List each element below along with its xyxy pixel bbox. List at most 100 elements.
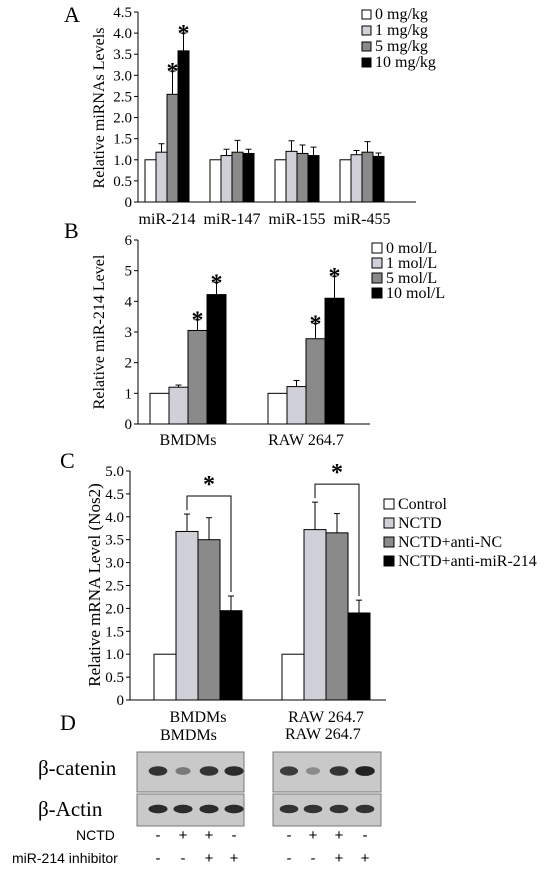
bar-bmdms-10-mol-l: [206, 294, 227, 425]
treatment-sign-mir-214-inhibitor: +: [205, 850, 214, 867]
chart-panel-c: 0 0.5 1.0 1.5 2.0 2.5 3.0 3.5 4.0 4.5 5.0Relative …: [85, 460, 537, 726]
blot-band: [224, 804, 244, 814]
bar-mir-155-10-mg-kg: [307, 155, 320, 203]
y-tick-label: 0: [125, 195, 133, 211]
legend-swatch-10-mg-kg: [361, 57, 372, 68]
y-tick-label: 2.5: [105, 579, 124, 595]
treatment-sign-nctd: -: [363, 827, 368, 844]
y-tick-label: 3.5: [113, 47, 132, 63]
treatment-label-inhibitor: miR-214 inhibitor: [12, 850, 118, 866]
significance-star: *: [331, 460, 343, 486]
treatment-sign-mir-214-inhibitor: +: [335, 850, 344, 867]
treatment-sign-nctd: -: [156, 827, 161, 844]
category-label-mir-214: miR-214: [139, 211, 196, 228]
bar-mir-455-10-mg-kg: [372, 155, 385, 203]
legend-swatch-nctd: [383, 517, 395, 529]
bar-bmdms-1-mol-l: [168, 386, 189, 425]
chart-panel-b: 0 1 2 3 4 5 6 Relative miR-214 Level BMDMs RAW 26…: [91, 233, 445, 449]
y-tick-label: 3: [125, 325, 133, 341]
category-label-mir-455: miR-455: [334, 211, 391, 228]
bar-raw-264-7-1-mol-l: [286, 386, 307, 425]
category-label-raw-264-7: RAW 264.7: [288, 709, 364, 726]
blot-band: [199, 766, 219, 776]
y-tick-label: 5.0: [105, 464, 124, 480]
category-label-mir-147: miR-147: [204, 211, 261, 228]
y-tick-label: 0: [117, 693, 125, 709]
legend-swatch-nctd-anti-nc: [383, 536, 395, 548]
bar-bmdms-nctd-anti-nc: [197, 539, 221, 701]
y-tick-label: 0: [125, 417, 133, 433]
legend-swatch-1-mg-kg: [361, 25, 372, 36]
bar-mir-455-0-mg-kg: [339, 159, 352, 203]
legend-label-10-mol-l: 10 mol/L: [386, 285, 445, 302]
panel-label-c: C: [60, 448, 75, 473]
significance-star: *: [167, 59, 179, 85]
treatment-sign-nctd: -: [232, 827, 237, 844]
blot-band: [173, 804, 193, 814]
legend-swatch-5-mol-l: [371, 272, 383, 284]
legend-swatch-0-mg-kg: [361, 9, 372, 20]
treatment-sign-nctd: +: [205, 827, 214, 844]
blot-band: [279, 766, 299, 776]
legend-swatch-control: [383, 498, 395, 510]
bar-bmdms-control: [153, 653, 177, 701]
bar-raw-264-7-10-mol-l: [324, 297, 345, 425]
bar-mir-455-1-mg-kg: [350, 154, 363, 203]
legend-label-0-mg-kg: 0 mg/kg: [375, 6, 428, 23]
bar-raw-264-7-nctd: [303, 529, 327, 701]
treatment-sign-nctd: +: [335, 827, 344, 844]
significance-star: *: [192, 308, 204, 334]
blot-band: [279, 804, 299, 814]
significance-star: *: [310, 311, 322, 337]
blot-group-label-bmdms: BMDMs: [160, 727, 217, 744]
treatment-sign-mir-214-inhibitor: +: [361, 850, 370, 867]
bar-mir-155-0-mg-kg: [274, 159, 287, 203]
legend-swatch-nctd-anti-mir-214: [383, 555, 395, 567]
bar-mir-455-5-mg-kg: [361, 151, 374, 203]
bar-bmdms-5-mol-l: [187, 329, 208, 425]
significance-bracket: [186, 495, 232, 593]
blot-band: [305, 767, 321, 775]
y-tick-label: 1: [125, 386, 133, 402]
legend-swatch-1-mol-l: [371, 257, 383, 269]
y-tick-label: 3.5: [105, 533, 124, 549]
blot-group-label-raw: RAW 264.7: [285, 726, 361, 743]
bar-mir-214-10-mg-kg: [177, 50, 190, 203]
blot-band: [148, 804, 168, 814]
blot-band: [224, 766, 244, 776]
significance-star: *: [203, 472, 215, 498]
blot-band: [148, 766, 168, 776]
category-label-mir-155: miR-155: [269, 211, 326, 228]
bar-bmdms-nctd-anti-mir-214: [219, 610, 243, 701]
category-label-raw-264-7: RAW 264.7: [268, 432, 344, 449]
y-tick-label: 1.0: [113, 153, 132, 169]
legend-label-nctd: NCTD: [398, 515, 442, 532]
panel-label-a: A: [64, 2, 80, 27]
western-blot-panel: BMDMs RAW 264.7 β-catenin β-Actin NCTD m…: [12, 726, 382, 867]
y-tick-label: 2.0: [105, 601, 124, 617]
treatment-sign-mir-214-inhibitor: -: [181, 850, 186, 867]
blot-band: [355, 766, 375, 776]
panel-label-b: B: [64, 218, 79, 243]
bar-raw-264-7-control: [281, 653, 305, 701]
treatment-sign-nctd: -: [287, 827, 292, 844]
significance-star: *: [211, 270, 223, 296]
legend-swatch-5-mg-kg: [361, 41, 372, 52]
bar-raw-264-7-0-mol-l: [267, 392, 288, 425]
blot-row-label-beta-catenin: β-catenin: [38, 756, 117, 780]
y-tick-label: 4.5: [113, 5, 132, 21]
treatment-sign-mir-214-inhibitor: -: [287, 850, 292, 867]
legend-label-nctd-anti-mir-214: NCTD+anti-miR-214: [398, 553, 537, 570]
bar-raw-264-7-nctd-anti-mir-214: [347, 612, 371, 701]
blot-band: [329, 804, 349, 814]
bar-mir-147-1-mg-kg: [220, 155, 233, 203]
significance-star: *: [329, 264, 341, 290]
treatment-sign-mir-214-inhibitor: -: [311, 850, 316, 867]
bar-mir-214-5-mg-kg: [166, 93, 179, 203]
category-label-bmdms: BMDMs: [170, 709, 227, 726]
y-axis-title: Relative miRNAs Levels: [91, 28, 108, 189]
treatment-label-nctd: NCTD: [76, 827, 115, 843]
bar-mir-214-1-mg-kg: [155, 151, 168, 203]
legend-label-5-mg-kg: 5 mg/kg: [375, 38, 428, 55]
